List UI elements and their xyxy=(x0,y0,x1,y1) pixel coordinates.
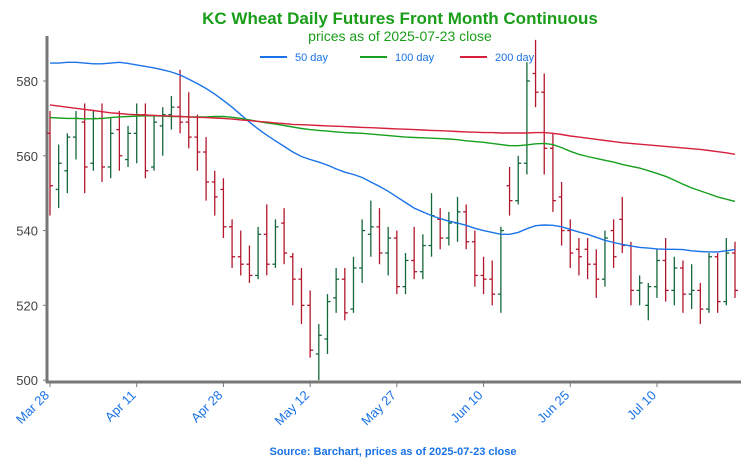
y-tick-label: 560 xyxy=(16,149,38,164)
x-tick-label: May 12 xyxy=(271,388,312,429)
y-tick-label: 580 xyxy=(16,74,38,89)
y-tick-label: 520 xyxy=(16,298,38,313)
y-tick-label: 500 xyxy=(16,373,38,388)
legend-label: 100 day xyxy=(395,52,435,64)
legend-label: 50 day xyxy=(295,52,329,64)
ma-line xyxy=(49,104,736,155)
x-tick-label: Mar 28 xyxy=(13,388,52,427)
x-tick-label: Jun 25 xyxy=(534,388,572,426)
source-note: Source: Barchart, prices as of 2025-07-2… xyxy=(269,446,516,458)
x-tick-label: Apr 11 xyxy=(102,388,139,425)
legend-label: 200 day xyxy=(495,52,535,64)
x-tick-label: May 27 xyxy=(358,388,399,429)
x-tick-label: Apr 28 xyxy=(188,388,226,426)
y-tick-label: 540 xyxy=(16,224,38,239)
chart-subtitle: prices as of 2025-07-23 close xyxy=(308,28,492,44)
ma-line xyxy=(50,61,736,253)
x-tick-label: Jul 10 xyxy=(624,388,659,423)
x-tick-label: Jun 10 xyxy=(447,388,485,426)
chart-title: KC Wheat Daily Futures Front Month Conti… xyxy=(202,9,598,28)
